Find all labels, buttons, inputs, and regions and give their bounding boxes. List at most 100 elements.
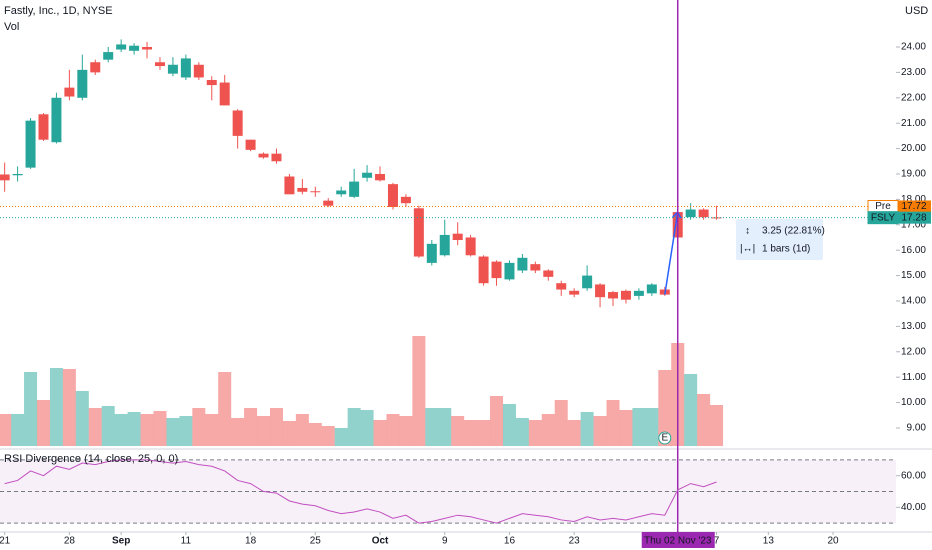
candle-body bbox=[595, 284, 606, 298]
candle-body bbox=[129, 45, 140, 51]
volume-bar bbox=[425, 408, 439, 446]
volume-bar bbox=[710, 405, 724, 446]
candle-body bbox=[530, 264, 541, 271]
x-tick-label: Oct bbox=[372, 536, 389, 547]
candle-body bbox=[284, 176, 295, 195]
candle-body bbox=[245, 139, 256, 150]
candle-body bbox=[232, 110, 243, 136]
volume-bar bbox=[140, 414, 154, 446]
volume-bar bbox=[373, 420, 387, 446]
candle-body bbox=[504, 262, 515, 280]
volume-bar bbox=[205, 414, 219, 446]
volume-bar bbox=[399, 416, 413, 446]
volume-bar bbox=[49, 368, 63, 446]
candle-body bbox=[12, 173, 23, 176]
candle-body bbox=[64, 87, 75, 97]
volume-bar bbox=[541, 414, 555, 446]
last-value: 17.28 bbox=[901, 212, 926, 223]
x-tick-label: 18 bbox=[245, 536, 257, 547]
volume-bar bbox=[554, 400, 568, 446]
event-marker bbox=[658, 431, 672, 445]
volume-bar bbox=[580, 412, 594, 446]
candle-body bbox=[491, 261, 502, 279]
y-tick-label: 21.00 bbox=[901, 118, 926, 129]
volume-bar bbox=[244, 408, 258, 446]
y-tick-label: 16.00 bbox=[901, 245, 926, 256]
volume-bar bbox=[36, 400, 50, 446]
candle-body bbox=[465, 237, 476, 256]
volume-bar bbox=[477, 420, 491, 446]
candle-body bbox=[90, 62, 101, 73]
y-tick-label: 20.00 bbox=[901, 143, 926, 154]
premarket-value-tag bbox=[898, 200, 931, 213]
y-tick-label: 22.00 bbox=[901, 92, 926, 103]
volume-bar bbox=[386, 414, 400, 446]
volume-bar bbox=[269, 408, 283, 446]
crosshair-tag bbox=[641, 532, 715, 548]
volume-bar bbox=[347, 408, 361, 446]
volume-bar bbox=[412, 336, 426, 446]
currency: USD bbox=[905, 5, 928, 17]
volume-bar bbox=[24, 372, 38, 446]
candle-body bbox=[206, 80, 217, 86]
volume-bar bbox=[192, 408, 206, 446]
x-tick-label: 20 bbox=[827, 536, 839, 547]
volume-bar bbox=[502, 404, 516, 446]
candle-body bbox=[336, 190, 347, 195]
volume-bar bbox=[153, 411, 167, 446]
candle-body bbox=[258, 153, 269, 158]
volume-bar bbox=[62, 369, 76, 446]
volume-bar bbox=[101, 406, 115, 446]
volume-bar bbox=[11, 414, 25, 446]
candle-body bbox=[426, 243, 437, 263]
candle-body bbox=[375, 173, 386, 181]
volume-bar bbox=[321, 426, 335, 446]
candle-body bbox=[387, 184, 398, 207]
volume-bar bbox=[619, 410, 633, 446]
y-tick-label: 19.00 bbox=[901, 169, 926, 180]
measure-bars: 1 bars (1d) bbox=[762, 244, 810, 255]
candle-body bbox=[633, 290, 644, 296]
y-tick-label: 10.00 bbox=[901, 397, 926, 408]
candle-body bbox=[543, 270, 554, 277]
x-tick-label: 13 bbox=[763, 536, 775, 547]
candle-body bbox=[362, 172, 373, 178]
candle-body bbox=[116, 44, 127, 50]
candle-body bbox=[51, 97, 62, 143]
candle-body bbox=[698, 209, 709, 218]
volume-bar bbox=[438, 408, 452, 446]
volume-bar bbox=[0, 414, 12, 446]
candle-body bbox=[685, 209, 696, 218]
candle-body bbox=[349, 181, 360, 197]
rsi-title: RSI Divergence (14, close, 25, 0, 0) bbox=[4, 453, 178, 465]
y-tick-label: 15.00 bbox=[901, 270, 926, 281]
candle-body bbox=[711, 217, 722, 219]
volume-bar bbox=[179, 416, 193, 446]
candle-body bbox=[517, 257, 528, 271]
y-tick-label: 11.00 bbox=[902, 372, 927, 383]
measure-arrow bbox=[664, 211, 679, 295]
candle-body bbox=[38, 114, 49, 140]
candle-body bbox=[103, 52, 114, 60]
volume-bar bbox=[645, 408, 659, 446]
volume-bar bbox=[88, 408, 102, 446]
volume-bar bbox=[257, 416, 271, 446]
y-tick-label: 13.00 bbox=[901, 321, 926, 332]
x-tick-label: 16 bbox=[504, 536, 516, 547]
candle-body bbox=[582, 275, 593, 289]
y-tick-label: 60.00 bbox=[901, 470, 926, 481]
premarket-tag-label: Pre bbox=[875, 201, 891, 212]
candle-body bbox=[180, 58, 191, 78]
volume-bar bbox=[464, 420, 478, 446]
candle-body bbox=[569, 290, 580, 295]
last-value-tag bbox=[898, 211, 931, 224]
x-tick-label: 7 bbox=[714, 536, 720, 547]
candle-body bbox=[478, 256, 489, 284]
volume-bar bbox=[218, 372, 232, 446]
candle-body bbox=[400, 196, 411, 204]
measure-icon: ↕ bbox=[745, 226, 750, 237]
x-tick-label: 23 bbox=[569, 536, 581, 547]
volume-bar bbox=[632, 408, 646, 446]
candle-body bbox=[219, 82, 230, 106]
candle-body bbox=[142, 46, 153, 50]
